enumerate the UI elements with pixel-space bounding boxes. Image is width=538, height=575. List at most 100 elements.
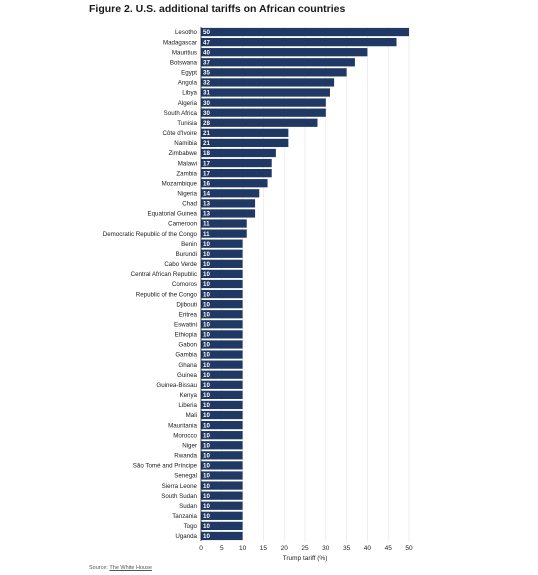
- category-label: Libya: [182, 90, 197, 97]
- bar: [201, 148, 276, 158]
- bar-value-label: 10: [203, 483, 210, 490]
- bar-value-label: 13: [203, 211, 210, 218]
- bar: [201, 521, 243, 531]
- bar: [201, 78, 335, 87]
- bar-value-label: 13: [203, 201, 210, 208]
- bar: [201, 310, 243, 319]
- bar-value-label: 16: [203, 180, 210, 187]
- bar: [201, 249, 243, 258]
- category-label: Uganda: [175, 533, 197, 540]
- source-label: Source:: [89, 565, 108, 571]
- bar: [201, 350, 243, 359]
- x-tick-label: 10: [239, 545, 247, 552]
- x-tick-label: 15: [260, 545, 268, 552]
- bar: [201, 441, 243, 450]
- category-label: Sierra Leone: [162, 483, 198, 490]
- bar-value-label: 10: [203, 453, 210, 460]
- category-label: Rwanda: [174, 453, 197, 460]
- category-label: Central African Republic: [131, 271, 197, 278]
- category-label: Mauritius: [172, 49, 197, 56]
- category-label: Angola: [178, 80, 198, 87]
- bar-value-label: 10: [203, 402, 210, 409]
- bar: [201, 88, 330, 97]
- bar: [201, 320, 243, 329]
- bar: [201, 128, 289, 137]
- chart-title: Figure 2. U.S. additional tariffs on Afr…: [89, 3, 346, 15]
- bar: [201, 179, 268, 188]
- bar: [201, 209, 256, 218]
- bar-value-label: 10: [203, 493, 210, 500]
- category-label: South Sudan: [161, 493, 197, 500]
- bar: [201, 48, 368, 57]
- bar: [201, 158, 272, 168]
- category-label: Guinea-Bissau: [156, 382, 197, 389]
- category-label: Zambia: [176, 170, 197, 177]
- category-label: Benin: [181, 241, 197, 248]
- bar: [201, 68, 347, 77]
- bar: [201, 461, 243, 470]
- bar: [201, 451, 243, 460]
- bar: [201, 340, 243, 349]
- category-label: Mozambique: [162, 180, 198, 187]
- bar: [201, 189, 260, 198]
- bar: [201, 330, 243, 339]
- source-link[interactable]: The White House: [109, 565, 152, 571]
- category-label: Tanzania: [172, 513, 197, 520]
- category-label: Guinea: [177, 372, 198, 379]
- bar-value-label: 10: [203, 271, 210, 278]
- category-label: São Tomé and Príncipe: [133, 463, 198, 470]
- category-label: Niger: [182, 442, 197, 449]
- category-label: Senegal: [174, 473, 197, 480]
- bar: [201, 511, 243, 520]
- bar-value-label: 17: [203, 160, 210, 167]
- bar-value-label: 28: [203, 120, 210, 127]
- bar-value-label: 10: [203, 372, 210, 379]
- bar-value-label: 10: [203, 382, 210, 389]
- bar-value-label: 10: [203, 463, 210, 470]
- bar-value-label: 10: [203, 422, 210, 429]
- bar: [201, 138, 289, 148]
- x-tick-label: 45: [385, 545, 393, 552]
- bar: [201, 58, 355, 67]
- bar-value-label: 10: [203, 513, 210, 520]
- bar-value-label: 10: [203, 392, 210, 399]
- bar-value-label: 10: [203, 503, 210, 510]
- bar: [201, 108, 326, 117]
- category-label: Togo: [184, 523, 198, 530]
- bar: [201, 410, 243, 420]
- x-axis-label: Trump tariff (%): [283, 555, 328, 562]
- bar-value-label: 10: [203, 432, 210, 439]
- x-tick-label: 5: [220, 545, 224, 552]
- bar: [201, 269, 243, 279]
- x-tick-label: 20: [281, 545, 289, 552]
- bar-value-label: 21: [203, 140, 210, 147]
- category-label: Burundi: [176, 251, 197, 258]
- bar-value-label: 10: [203, 533, 210, 540]
- bar-value-label: 10: [203, 362, 210, 369]
- bar-value-label: 10: [203, 261, 210, 268]
- x-tick-label: 25: [301, 545, 309, 552]
- bar-value-label: 10: [203, 523, 210, 530]
- bar-value-label: 10: [203, 291, 210, 298]
- x-axis: 0 5 10 15 20 25 30 35 40 45 50: [199, 27, 413, 552]
- bar-value-label: 10: [203, 442, 210, 449]
- bar: [201, 400, 243, 410]
- bar-value-label: 11: [203, 221, 210, 228]
- bar: [201, 471, 243, 480]
- bar: [201, 431, 243, 440]
- bar: [201, 219, 247, 228]
- category-label: Botswana: [170, 59, 198, 66]
- category-label: Eswatini: [174, 322, 197, 329]
- bar: [201, 259, 243, 268]
- bar-value-label: 30: [203, 100, 210, 107]
- category-label: Morocco: [173, 432, 197, 439]
- bar: [201, 98, 326, 107]
- bar: [201, 491, 243, 500]
- category-label: Kenya: [179, 392, 197, 399]
- category-label: Egypt: [181, 70, 197, 77]
- category-label: Algeria: [178, 100, 198, 107]
- bar-value-label: 10: [203, 322, 210, 329]
- category-label: Namibia: [174, 140, 197, 147]
- x-tick-label: 0: [199, 545, 203, 552]
